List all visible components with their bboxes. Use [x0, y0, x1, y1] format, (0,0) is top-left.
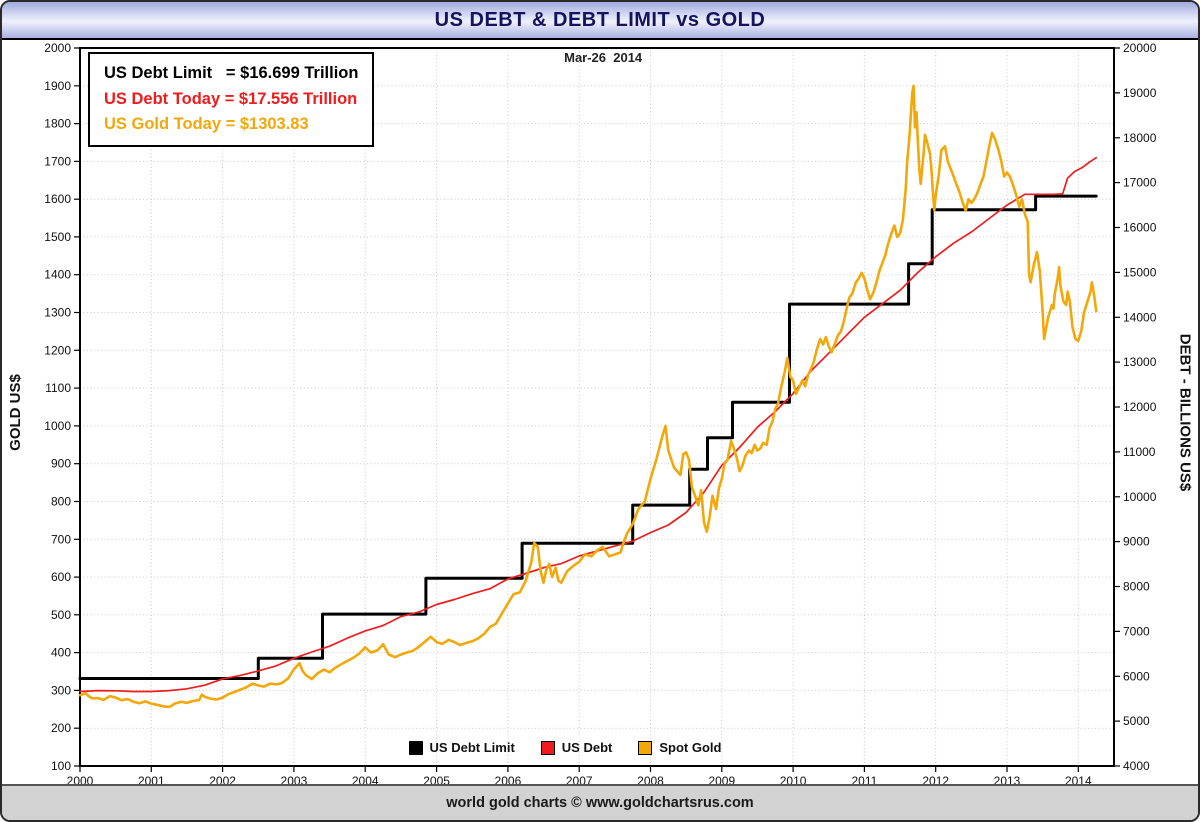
- right-axis-title: DEBT - BILLIONS US$: [1176, 333, 1194, 491]
- svg-text:2002: 2002: [209, 774, 236, 784]
- svg-text:18000: 18000: [1123, 131, 1157, 145]
- legend-item-spot-gold: Spot Gold: [638, 740, 721, 755]
- svg-text:12000: 12000: [1123, 400, 1157, 414]
- legend-label: US Debt Limit: [429, 740, 515, 755]
- svg-text:14000: 14000: [1123, 310, 1157, 324]
- svg-text:17000: 17000: [1123, 176, 1157, 190]
- svg-text:100: 100: [51, 759, 71, 773]
- svg-text:1100: 1100: [45, 381, 71, 395]
- svg-text:2013: 2013: [994, 774, 1021, 784]
- svg-text:1900: 1900: [44, 79, 71, 93]
- svg-text:1000: 1000: [44, 419, 71, 433]
- legend-label: US Debt: [561, 740, 613, 755]
- svg-text:2012: 2012: [922, 774, 949, 784]
- svg-text:15000: 15000: [1123, 265, 1157, 279]
- svg-text:300: 300: [51, 683, 71, 697]
- svg-text:700: 700: [51, 532, 71, 546]
- svg-text:800: 800: [51, 495, 71, 509]
- debt-limit-swatch-icon: [408, 740, 423, 755]
- svg-text:2000: 2000: [44, 41, 71, 55]
- svg-text:2003: 2003: [281, 774, 308, 784]
- svg-text:2011: 2011: [851, 774, 877, 784]
- copyright-text: world gold charts © www.goldchartsrus.co…: [446, 795, 754, 811]
- svg-text:10000: 10000: [1123, 490, 1157, 504]
- svg-text:2001: 2001: [138, 774, 165, 784]
- svg-text:1400: 1400: [44, 268, 71, 282]
- us-debt-swatch-icon: [540, 740, 555, 755]
- title-bar: US DEBT & DEBT LIMIT vs GOLD: [2, 2, 1198, 40]
- chart-date-annotation: Mar-26 2014: [564, 50, 643, 65]
- legend-label: Spot Gold: [659, 740, 722, 755]
- chart-area: 100 200 300 400 500 600 700 800 900 1000 1100 1200 1…: [2, 40, 1198, 788]
- svg-text:20000: 20000: [1123, 41, 1157, 55]
- debt-limit-value-line: US Debt Limit = $16.699 Trillion: [104, 64, 359, 82]
- debt-today-value-line: US Debt Today = $17.556 Trillion: [104, 89, 358, 108]
- svg-text:11000: 11000: [1123, 445, 1156, 459]
- svg-text:1200: 1200: [44, 343, 71, 357]
- svg-text:2014: 2014: [1065, 774, 1092, 784]
- summary-info-box: US Debt Limit = $16.699 Trillion US Debt…: [88, 52, 375, 147]
- svg-text:19000: 19000: [1123, 86, 1157, 100]
- svg-text:6000: 6000: [1123, 669, 1150, 683]
- svg-text:600: 600: [51, 570, 71, 584]
- svg-text:4000: 4000: [1123, 759, 1150, 773]
- legend-item-debt-limit: US Debt Limit: [408, 740, 515, 755]
- spot-gold-swatch-icon: [638, 740, 653, 755]
- svg-text:8000: 8000: [1123, 580, 1150, 594]
- svg-text:2008: 2008: [637, 774, 664, 784]
- svg-text:2010: 2010: [780, 774, 807, 784]
- footer-bar: world gold charts © www.goldchartsrus.co…: [2, 784, 1198, 820]
- svg-text:1800: 1800: [44, 117, 71, 131]
- svg-text:2007: 2007: [566, 774, 593, 784]
- svg-text:200: 200: [51, 721, 71, 735]
- svg-text:2006: 2006: [495, 774, 522, 784]
- gold-today-value-line: US Gold Today = $1303.83: [104, 115, 309, 134]
- svg-text:1300: 1300: [44, 306, 71, 320]
- svg-text:2004: 2004: [352, 774, 379, 784]
- svg-text:2005: 2005: [423, 774, 450, 784]
- right-axis-title-container: DEBT - BILLIONS US$: [1170, 40, 1198, 784]
- svg-text:1500: 1500: [44, 230, 71, 244]
- chart-legend: US Debt Limit US Debt Spot Gold: [2, 740, 1128, 755]
- svg-text:500: 500: [51, 608, 71, 622]
- svg-text:900: 900: [51, 457, 71, 471]
- svg-text:2000: 2000: [67, 774, 94, 784]
- svg-text:400: 400: [51, 646, 71, 660]
- left-axis-title-container: GOLD US$: [2, 40, 30, 784]
- svg-text:1700: 1700: [44, 154, 71, 168]
- svg-text:5000: 5000: [1123, 714, 1150, 728]
- legend-item-us-debt: US Debt: [540, 740, 613, 755]
- svg-text:2009: 2009: [708, 774, 735, 784]
- svg-text:9000: 9000: [1123, 535, 1150, 549]
- svg-text:16000: 16000: [1123, 221, 1157, 235]
- left-axis-title: GOLD US$: [6, 373, 24, 451]
- svg-text:13000: 13000: [1123, 355, 1157, 369]
- svg-text:1600: 1600: [44, 192, 71, 206]
- page-title: US DEBT & DEBT LIMIT vs GOLD: [434, 8, 766, 31]
- chart-canvas: 100 200 300 400 500 600 700 800 900 1000 1100 1200 1…: [44, 41, 1157, 788]
- svg-text:7000: 7000: [1123, 624, 1150, 638]
